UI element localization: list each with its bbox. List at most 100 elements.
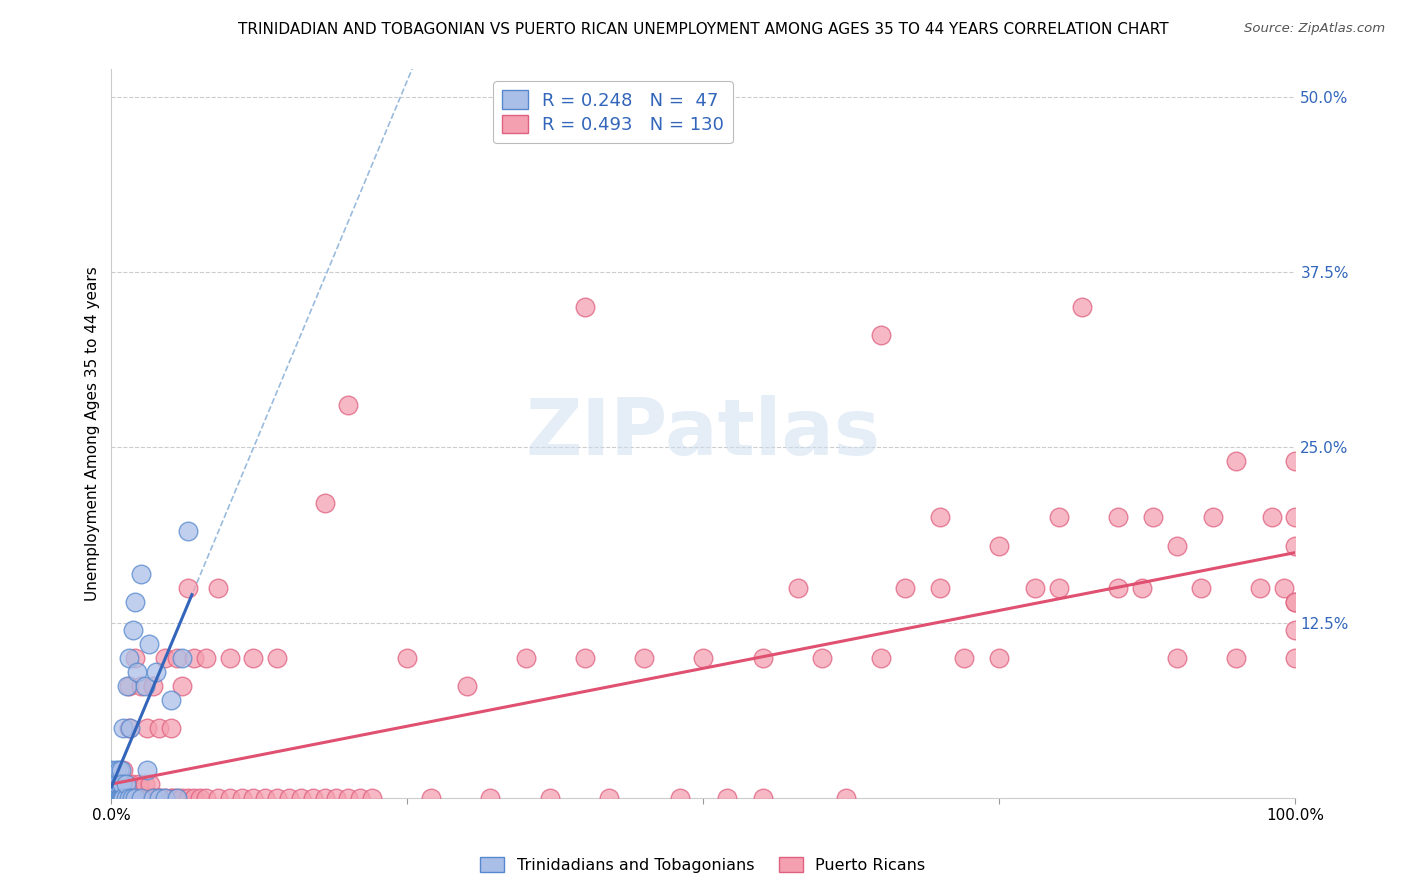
Point — [105, 791, 128, 805]
Point — [166, 650, 188, 665]
Point — [1284, 594, 1306, 608]
Point — [112, 791, 135, 805]
Point — [361, 791, 384, 805]
Point — [1107, 581, 1129, 595]
Point — [420, 791, 443, 805]
Point — [290, 791, 312, 805]
Point — [121, 791, 143, 805]
Point — [870, 328, 893, 343]
Point — [142, 679, 165, 693]
Point — [112, 763, 135, 777]
Point — [122, 791, 145, 805]
Point — [121, 777, 143, 791]
Point — [105, 784, 128, 798]
Point — [136, 763, 159, 777]
Point — [1284, 539, 1306, 553]
Point — [242, 650, 264, 665]
Legend: Trinidadians and Tobagonians, Puerto Ricans: Trinidadians and Tobagonians, Puerto Ric… — [474, 851, 932, 880]
Point — [121, 623, 143, 637]
Point — [1047, 510, 1070, 524]
Point — [142, 791, 165, 805]
Point — [124, 594, 146, 608]
Point — [1130, 581, 1153, 595]
Point — [107, 791, 129, 805]
Point — [207, 581, 229, 595]
Point — [692, 650, 714, 665]
Point — [1272, 581, 1295, 595]
Point — [148, 791, 170, 805]
Point — [834, 791, 856, 805]
Point — [120, 721, 142, 735]
Point — [112, 791, 135, 805]
Point — [349, 791, 371, 805]
Point — [598, 791, 620, 805]
Point — [112, 784, 135, 798]
Point — [118, 721, 141, 735]
Point — [988, 539, 1011, 553]
Point — [266, 650, 288, 665]
Point — [1225, 454, 1247, 468]
Point — [893, 581, 915, 595]
Point — [127, 791, 149, 805]
Point — [111, 777, 134, 791]
Point — [195, 650, 218, 665]
Point — [1024, 581, 1046, 595]
Point — [811, 650, 834, 665]
Point — [1201, 510, 1223, 524]
Point — [111, 791, 134, 805]
Point — [159, 693, 181, 707]
Point — [120, 791, 142, 805]
Point — [207, 791, 229, 805]
Point — [1284, 594, 1306, 608]
Point — [337, 791, 360, 805]
Point — [118, 791, 141, 805]
Point — [166, 791, 188, 805]
Point — [142, 791, 165, 805]
Point — [139, 777, 162, 791]
Point — [1166, 650, 1188, 665]
Point — [103, 791, 125, 805]
Point — [177, 791, 200, 805]
Point — [1166, 539, 1188, 553]
Point — [337, 398, 360, 412]
Point — [172, 650, 194, 665]
Point — [870, 650, 893, 665]
Point — [100, 791, 122, 805]
Point — [159, 791, 181, 805]
Point — [1047, 581, 1070, 595]
Point — [538, 791, 561, 805]
Point — [456, 679, 478, 693]
Point — [166, 791, 188, 805]
Point — [128, 777, 150, 791]
Point — [162, 791, 184, 805]
Point — [110, 763, 132, 777]
Point — [129, 791, 152, 805]
Point — [112, 721, 135, 735]
Point — [108, 777, 131, 791]
Point — [668, 791, 690, 805]
Point — [129, 679, 152, 693]
Point — [134, 777, 156, 791]
Point — [145, 791, 167, 805]
Point — [177, 524, 200, 539]
Point — [103, 791, 125, 805]
Point — [105, 777, 128, 791]
Point — [148, 791, 170, 805]
Text: TRINIDADIAN AND TOBAGONIAN VS PUERTO RICAN UNEMPLOYMENT AMONG AGES 35 TO 44 YEAR: TRINIDADIAN AND TOBAGONIAN VS PUERTO RIC… — [238, 22, 1168, 37]
Y-axis label: Unemployment Among Ages 35 to 44 years: Unemployment Among Ages 35 to 44 years — [86, 266, 100, 600]
Point — [159, 721, 181, 735]
Point — [114, 791, 136, 805]
Point — [103, 784, 125, 798]
Point — [105, 763, 128, 777]
Point — [108, 791, 131, 805]
Point — [988, 650, 1011, 665]
Point — [107, 763, 129, 777]
Point — [118, 650, 141, 665]
Point — [129, 791, 152, 805]
Point — [104, 791, 127, 805]
Point — [153, 791, 176, 805]
Point — [129, 566, 152, 581]
Point — [100, 784, 122, 798]
Point — [396, 650, 419, 665]
Point — [1249, 581, 1271, 595]
